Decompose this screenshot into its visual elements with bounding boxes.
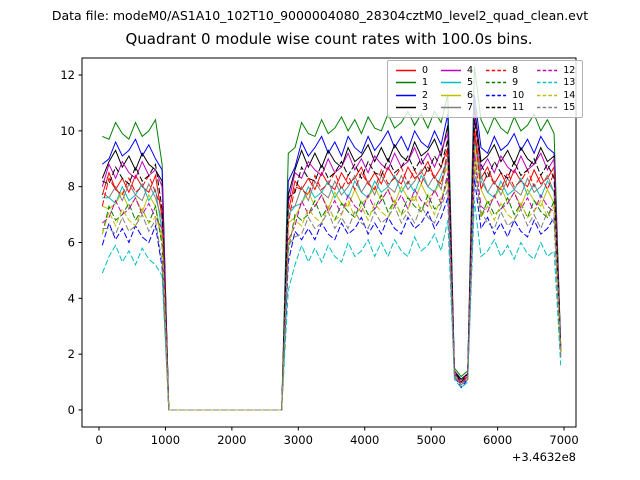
legend-item-14: 14: [536, 89, 575, 102]
legend-item-4: 4: [440, 64, 473, 77]
series-line-11: [102, 119, 562, 411]
legend-label: 12: [563, 64, 576, 76]
legend-line-sample: [396, 82, 416, 84]
legend-item-1: 1: [395, 77, 428, 90]
legend-label: 3: [422, 102, 429, 113]
legend-line-sample: [486, 107, 507, 109]
y-tick-label: 8: [68, 180, 75, 194]
legend-label: 7: [467, 102, 474, 113]
legend-line-sample: [396, 107, 416, 109]
series-line-15: [102, 169, 562, 411]
legend-line-sample: [537, 107, 558, 109]
y-tick-label: 4: [68, 291, 75, 305]
legend-item-8: 8: [485, 64, 524, 77]
legend-line-sample: [537, 82, 558, 84]
legend-item-5: 5: [440, 77, 473, 90]
legend-label: 8: [512, 64, 519, 76]
legend-label: 2: [422, 89, 429, 101]
legend: 0 4 8 12 1 5 9 13 2 6 10 14 3 7 11 15: [387, 60, 584, 118]
x-tick-label: 3000: [284, 433, 313, 447]
legend-line-sample: [396, 69, 416, 71]
series-line-14: [101, 161, 562, 411]
legend-label: 11: [512, 102, 525, 113]
legend-item-3: 3: [395, 102, 428, 115]
x-tick-label: 2000: [217, 433, 246, 447]
series-line-4: [101, 114, 562, 411]
legend-line-sample: [486, 94, 507, 96]
series-line-2: [101, 94, 562, 411]
legend-item-9: 9: [485, 77, 524, 90]
legend-item-0: 0: [395, 64, 428, 77]
x-tick-label: 6000: [483, 433, 512, 447]
legend-label: 0: [422, 64, 429, 76]
legend-item-10: 10: [485, 89, 524, 102]
x-tick-label: 7000: [549, 433, 578, 447]
legend-line-sample: [486, 82, 507, 84]
x-tick-label: 0: [95, 433, 102, 447]
legend-label: 6: [467, 89, 474, 101]
legend-line-sample: [441, 107, 462, 109]
legend-label: 15: [563, 102, 576, 113]
legend-label: 14: [563, 89, 576, 101]
legend-line-sample: [441, 69, 462, 71]
series-line-8: [101, 130, 562, 411]
series-line-1: [102, 66, 562, 411]
legend-label: 4: [467, 64, 474, 76]
y-tick-label: 0: [68, 403, 75, 417]
legend-item-12: 12: [536, 64, 575, 77]
legend-label: 5: [467, 77, 474, 88]
legend-label: 9: [512, 77, 519, 88]
legend-item-6: 6: [440, 89, 473, 102]
chart-title: Quadrant 0 module wise count rates with …: [125, 30, 533, 48]
y-tick-label: 12: [60, 68, 75, 82]
legend-label: 13: [563, 77, 576, 88]
series-line-0: [101, 128, 562, 411]
legend-item-15: 15: [536, 102, 575, 115]
legend-line-sample: [537, 94, 558, 96]
legend-item-11: 11: [485, 102, 524, 115]
legend-line-sample: [537, 69, 558, 71]
series-line-13: [101, 200, 562, 411]
legend-label: 1: [422, 77, 429, 88]
y-tick-label: 6: [68, 236, 75, 250]
x-tick-label: 4000: [350, 433, 379, 447]
series-line-12: [101, 153, 562, 411]
x-axis-offset-label: +3.4632e8: [512, 450, 576, 464]
legend-label: 10: [512, 89, 525, 101]
legend-item-13: 13: [536, 77, 575, 90]
legend-line-sample: [486, 69, 507, 71]
series-line-3: [101, 105, 562, 411]
datafile-header: Data file: modeM0/AS1A10_102T10_90000040…: [51, 8, 589, 23]
y-tick-label: 2: [68, 347, 75, 361]
legend-line-sample: [441, 94, 462, 96]
legend-line-sample: [441, 82, 462, 84]
x-tick-label: 1000: [151, 433, 180, 447]
legend-line-sample: [396, 94, 416, 96]
legend-item-7: 7: [440, 102, 473, 115]
y-tick-label: 10: [60, 124, 75, 138]
x-tick-label: 5000: [417, 433, 446, 447]
legend-item-2: 2: [395, 89, 428, 102]
